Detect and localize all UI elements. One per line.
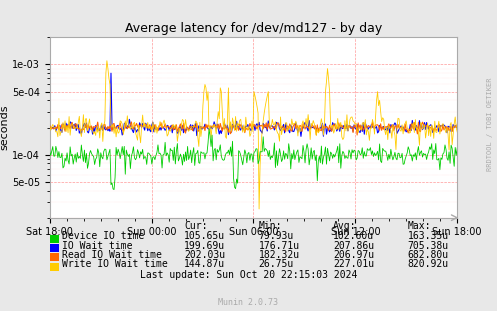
Title: Average latency for /dev/md127 - by day: Average latency for /dev/md127 - by day <box>125 22 382 35</box>
Text: 102.60u: 102.60u <box>333 231 374 241</box>
Text: Munin 2.0.73: Munin 2.0.73 <box>219 298 278 307</box>
Text: 144.87u: 144.87u <box>184 259 225 269</box>
Text: 820.92u: 820.92u <box>408 259 449 269</box>
Text: Write IO Wait time: Write IO Wait time <box>62 259 168 269</box>
Text: Last update: Sun Oct 20 22:15:03 2024: Last update: Sun Oct 20 22:15:03 2024 <box>140 270 357 280</box>
Text: Max:: Max: <box>408 220 431 230</box>
Text: 227.01u: 227.01u <box>333 259 374 269</box>
Text: Min:: Min: <box>258 220 282 230</box>
Text: Cur:: Cur: <box>184 220 207 230</box>
Text: RRDTOOL / TOBI OETIKER: RRDTOOL / TOBI OETIKER <box>487 78 493 171</box>
Text: 79.93u: 79.93u <box>258 231 294 241</box>
Text: 705.38u: 705.38u <box>408 241 449 251</box>
Text: 199.69u: 199.69u <box>184 241 225 251</box>
Text: Read IO Wait time: Read IO Wait time <box>62 250 162 260</box>
Y-axis label: seconds: seconds <box>0 105 9 150</box>
Text: 182.32u: 182.32u <box>258 250 300 260</box>
Text: 207.86u: 207.86u <box>333 241 374 251</box>
Text: 206.97u: 206.97u <box>333 250 374 260</box>
Text: 163.35u: 163.35u <box>408 231 449 241</box>
Text: 202.03u: 202.03u <box>184 250 225 260</box>
Text: 176.71u: 176.71u <box>258 241 300 251</box>
Text: 682.80u: 682.80u <box>408 250 449 260</box>
Text: 26.75u: 26.75u <box>258 259 294 269</box>
Text: Avg:: Avg: <box>333 220 356 230</box>
Text: 105.65u: 105.65u <box>184 231 225 241</box>
Text: IO Wait time: IO Wait time <box>62 241 133 251</box>
Text: Device IO time: Device IO time <box>62 231 144 241</box>
